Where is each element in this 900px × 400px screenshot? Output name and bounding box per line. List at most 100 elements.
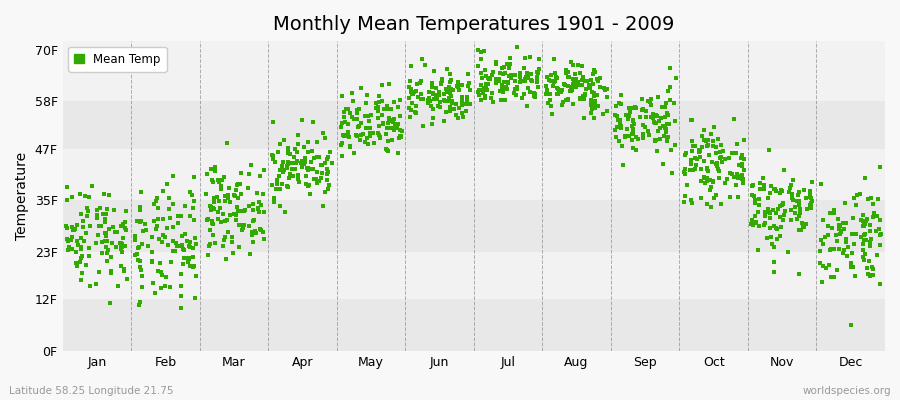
Point (826, 274, 841, 280)
Point (756, 222, 770, 228)
Point (473, 69, 488, 76)
Point (435, 78, 449, 84)
Point (805, 202, 819, 209)
Point (372, 93, 386, 100)
Point (500, 80, 515, 86)
Point (90, 212, 104, 218)
Point (426, 91, 440, 97)
Point (183, 263, 197, 269)
Point (747, 197, 761, 204)
Point (583, 84, 598, 91)
Point (213, 185, 228, 192)
Point (548, 74, 562, 80)
Point (576, 74, 590, 80)
Point (390, 124, 404, 131)
Point (269, 176, 284, 183)
Point (162, 195, 176, 201)
Point (230, 182, 244, 188)
Point (270, 181, 284, 187)
Point (302, 166, 316, 172)
Point (166, 224, 181, 230)
Point (849, 201, 863, 208)
Point (380, 106, 394, 112)
Point (840, 252, 854, 259)
Point (76, 224, 91, 230)
Point (775, 202, 789, 208)
Point (706, 179, 720, 186)
Point (777, 212, 791, 218)
Point (510, 43, 525, 50)
Point (444, 77, 458, 83)
Point (736, 167, 751, 174)
Point (354, 119, 368, 126)
Point (409, 110, 423, 116)
Point (280, 164, 294, 171)
Legend: Mean Temp: Mean Temp (68, 47, 166, 72)
Point (132, 302, 147, 308)
Point (214, 176, 229, 183)
Point (99, 233, 113, 239)
Point (860, 218, 874, 224)
Point (587, 90, 601, 96)
Point (745, 183, 760, 190)
Point (518, 78, 532, 84)
Point (581, 82, 596, 89)
Point (381, 148, 395, 154)
Point (234, 226, 248, 233)
Point (576, 93, 590, 100)
Point (155, 272, 169, 278)
Point (662, 121, 677, 128)
Point (860, 216, 874, 222)
Point (443, 104, 457, 111)
Point (826, 246, 841, 253)
Point (689, 162, 704, 169)
Point (827, 210, 842, 216)
Point (113, 223, 128, 230)
Point (641, 128, 655, 134)
Point (713, 154, 727, 161)
Point (98, 230, 112, 236)
Point (280, 163, 294, 169)
Point (256, 236, 271, 242)
Point (650, 148, 664, 154)
Point (763, 234, 778, 240)
Point (626, 118, 640, 125)
Point (499, 84, 513, 90)
Point (748, 212, 762, 219)
Point (752, 186, 767, 192)
Point (376, 106, 391, 112)
Point (858, 231, 872, 237)
Point (320, 186, 335, 192)
Point (95, 239, 110, 246)
Point (717, 180, 732, 187)
Point (548, 70, 562, 76)
Point (844, 321, 859, 328)
Point (660, 134, 674, 140)
Point (104, 253, 118, 260)
Point (145, 258, 159, 265)
Point (844, 260, 859, 266)
Point (853, 191, 868, 197)
Point (626, 117, 640, 123)
Point (302, 167, 316, 174)
Point (856, 212, 870, 218)
Point (597, 85, 611, 91)
Point (350, 116, 365, 122)
Point (464, 100, 478, 107)
Point (858, 221, 872, 228)
Point (461, 83, 475, 89)
Point (159, 181, 174, 187)
Point (74, 245, 88, 251)
Point (320, 170, 334, 177)
Point (845, 231, 859, 237)
Point (99, 229, 113, 236)
Point (500, 86, 515, 92)
Point (565, 86, 580, 93)
Point (762, 209, 777, 215)
Point (521, 74, 535, 81)
Point (382, 115, 397, 122)
Point (375, 112, 390, 119)
Point (133, 298, 148, 305)
Point (207, 195, 221, 201)
Point (706, 137, 720, 144)
